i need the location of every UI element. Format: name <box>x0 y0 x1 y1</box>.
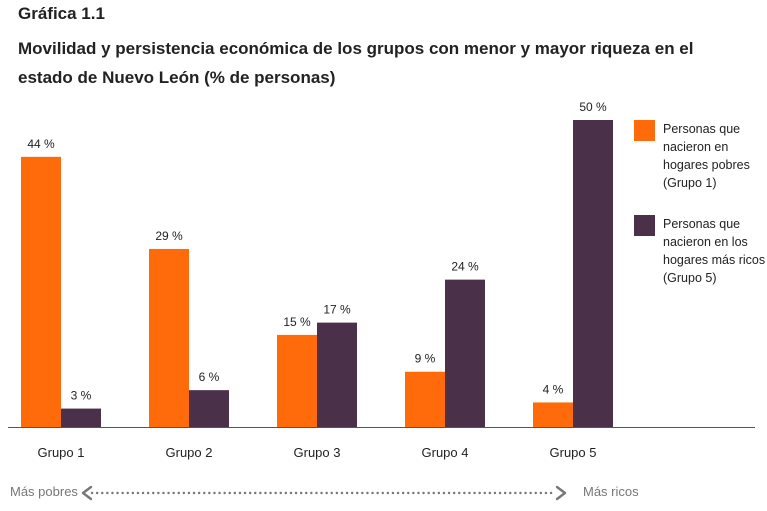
value-label-poor-4: 9 % <box>415 352 436 366</box>
bar-poor-4 <box>405 371 445 427</box>
bar-rich-4 <box>445 279 485 427</box>
scale-left-label: Más pobres <box>10 484 78 499</box>
arrowhead-right-icon <box>555 485 567 501</box>
legend-item-poor: Personas que nacieron en hogares pobres … <box>634 120 766 192</box>
bar-rich-3 <box>317 322 357 427</box>
bar-chart: 44 % 3 % Grupo 1 29 % 6 % Grupo 2 15 % 17 % Grup… <box>8 100 755 460</box>
bar-poor-3 <box>277 334 317 427</box>
x-tick-label: Grupo 5 <box>550 445 597 460</box>
x-tick-label: Grupo 4 <box>422 445 469 460</box>
wealth-scale-arrow <box>81 485 567 501</box>
legend-swatch-poor <box>634 120 655 141</box>
x-tick-label: Grupo 1 <box>38 445 85 460</box>
value-label-poor-2: 29 % <box>155 229 183 243</box>
value-label-rich-4: 24 % <box>451 260 479 274</box>
chart-title: Movilidad y persistencia económica de lo… <box>18 39 694 87</box>
legend-item-rich: Personas que nacieron en los hogares más… <box>634 215 766 287</box>
x-tick-label: Grupo 2 <box>166 445 213 460</box>
value-label-rich-2: 6 % <box>199 370 220 384</box>
legend-label-rich: Personas que nacieron en los hogares más… <box>663 217 766 285</box>
legend: Personas que nacieron en hogares pobres … <box>634 120 766 310</box>
value-label-poor-1: 44 % <box>27 137 55 151</box>
arrowhead-left-icon <box>81 485 93 501</box>
value-label-rich-5: 50 % <box>579 100 607 114</box>
value-label-poor-3: 15 % <box>283 315 311 329</box>
value-label-rich-3: 17 % <box>323 303 351 317</box>
x-tick-label: Grupo 3 <box>294 445 341 460</box>
bar-poor-5 <box>533 402 573 427</box>
scale-right-label: Más ricos <box>583 484 639 499</box>
legend-label-poor: Personas que nacieron en hogares pobres … <box>663 122 750 190</box>
bar-rich-5 <box>573 120 613 427</box>
bar-poor-1 <box>21 156 61 427</box>
figure-label: Gráfica 1.1 <box>18 4 105 23</box>
bar-rich-2 <box>189 390 229 427</box>
value-label-poor-5: 4 % <box>543 382 564 396</box>
legend-swatch-rich <box>634 215 655 236</box>
bar-poor-2 <box>149 248 189 427</box>
bar-rich-1 <box>61 408 101 427</box>
value-label-rich-1: 3 % <box>71 389 92 403</box>
